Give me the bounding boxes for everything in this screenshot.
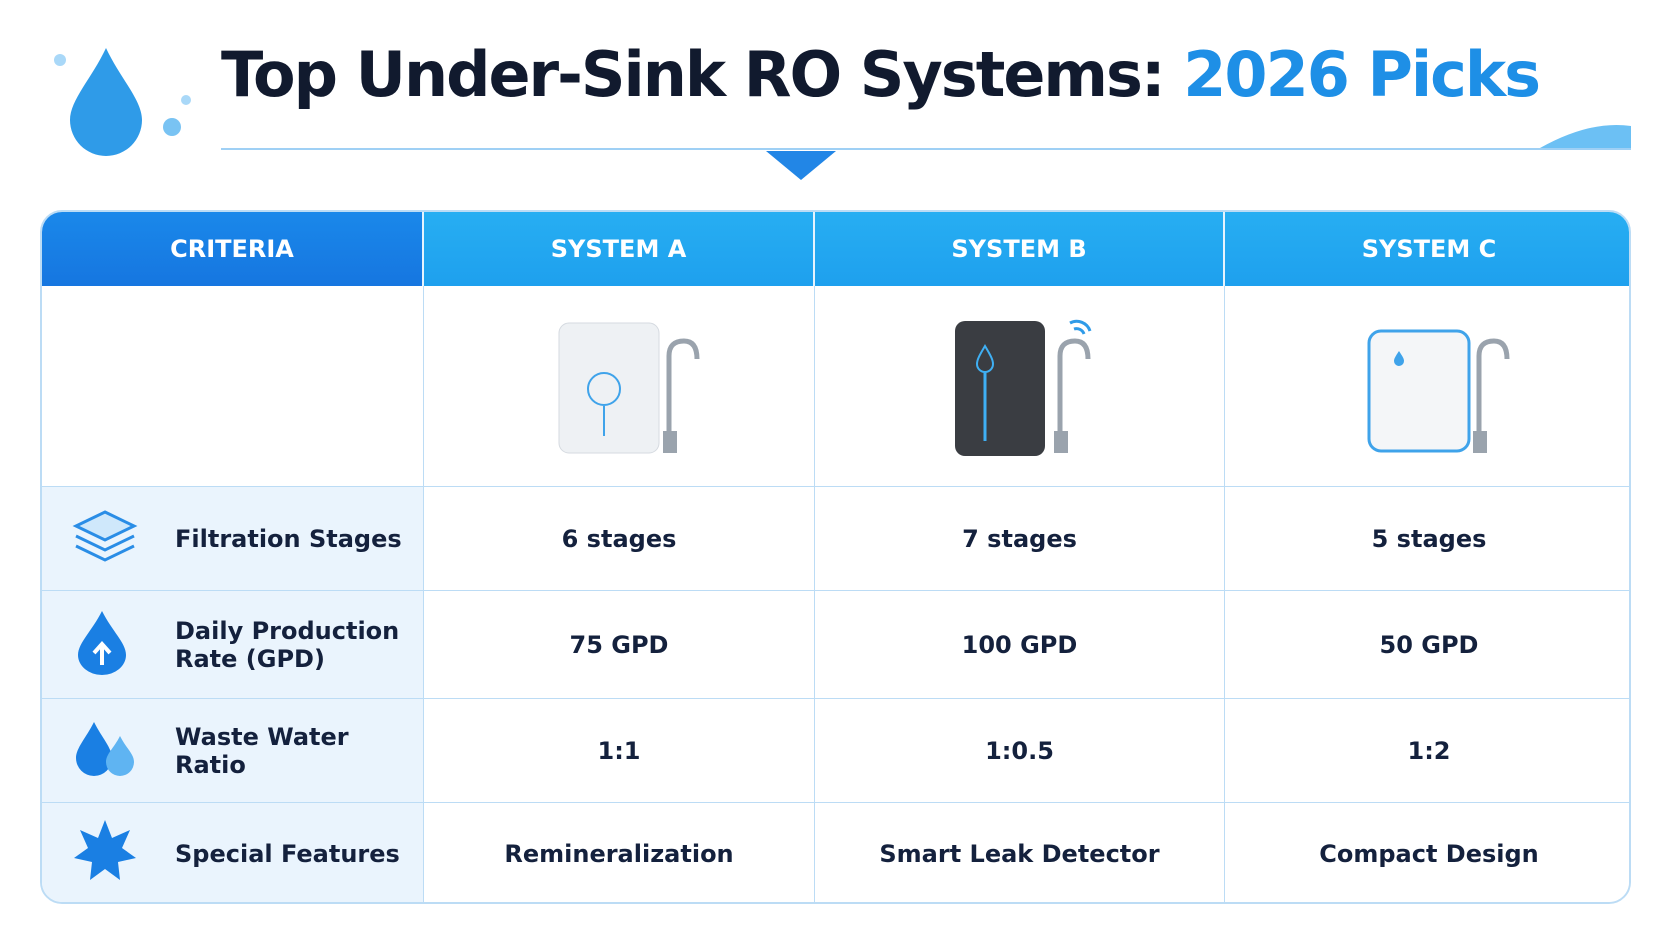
bubble [181,95,191,105]
value-cell: 1:1 [424,699,815,803]
value-cell: 5 stages [1225,487,1629,591]
value-cell: 50 GPD [1225,591,1629,699]
criteria-icon [72,609,132,681]
value-text: 6 stages [561,524,677,553]
criteria-cell: Special Features [42,803,424,902]
bubble [163,118,181,136]
value-text: 1:0.5 [985,736,1054,765]
product-image-cell [815,286,1225,487]
criteria-icon [72,718,138,784]
value-cell: 100 GPD [815,591,1225,699]
criteria-label: Filtration Stages [175,524,402,553]
column-header: SYSTEM B [815,212,1225,286]
column-header: SYSTEM C [1225,212,1629,286]
empty-cell [42,286,424,487]
chevron [766,151,836,180]
comparison-table: CRITERIA SYSTEM A SYSTEM B SYSTEM C Filt… [40,210,1631,904]
title-highlight: 2026 Picks [1183,38,1541,111]
value-cell: 6 stages [424,487,815,591]
value-text: Compact Design [1319,839,1539,868]
value-cell: 1:2 [1225,699,1629,803]
value-cell: 7 stages [815,487,1225,591]
product-image [558,322,700,454]
column-header: SYSTEM A [424,212,815,286]
title: Top Under-Sink RO Systems: 2026 Picks [221,38,1541,111]
criteria-cell: Waste Water Ratio [42,699,424,803]
value-text: 7 stages [962,524,1077,553]
criteria-label: Special Features [175,839,400,868]
value-cell: Smart Leak Detector [815,803,1225,902]
criteria-icon [72,818,138,890]
drop-logo [70,48,142,156]
value-cell: 1:0.5 [815,699,1225,803]
value-text: Remineralization [504,839,734,868]
criteria-icon [72,506,138,572]
value-cell: 75 GPD [424,591,815,699]
value-text: 1:2 [1407,736,1451,765]
value-text: 5 stages [1371,524,1487,553]
product-image-cell [1225,286,1629,487]
value-text: 50 GPD [1379,630,1479,659]
value-text: 75 GPD [569,630,669,659]
bubble [54,54,66,66]
title-text: Top Under-Sink RO Systems: [221,38,1166,111]
column-header: CRITERIA [42,212,424,286]
decoration [54,48,1631,180]
product-image [954,319,1091,456]
wave [1540,124,1631,148]
criteria-cell: Filtration Stages [42,487,424,591]
value-text: Smart Leak Detector [879,839,1160,868]
criteria-label: Waste Water Ratio [175,722,349,779]
value-text: 100 GPD [961,630,1078,659]
criteria-cell: Daily Production Rate (GPD) [42,591,424,699]
value-cell: Compact Design [1225,803,1629,902]
value-text: 1:1 [597,736,641,765]
criteria-label: Daily Production Rate (GPD) [175,616,400,673]
value-cell: Remineralization [424,803,815,902]
product-image-cell [424,286,815,487]
product-image [1367,329,1510,453]
